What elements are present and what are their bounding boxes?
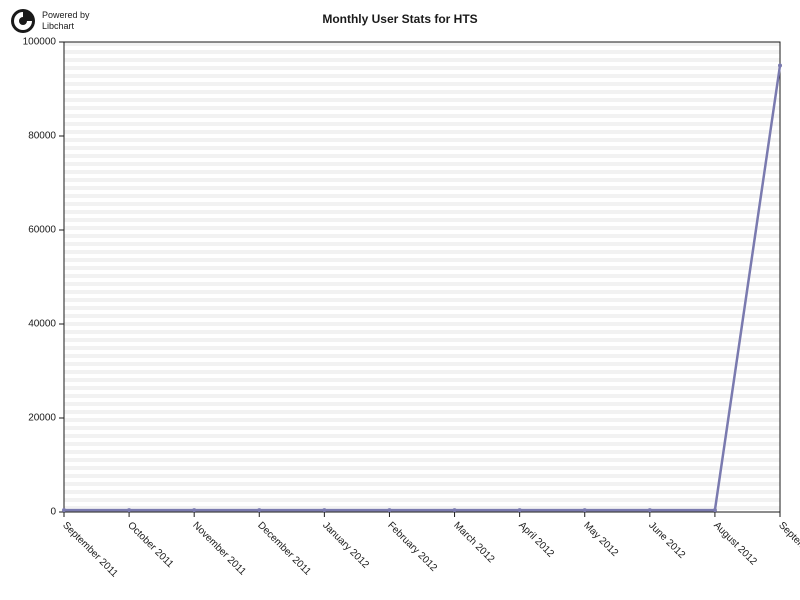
y-tick-label: 100000	[23, 37, 56, 48]
y-tick-label: 60000	[28, 225, 56, 236]
y-tick-label: 80000	[28, 131, 56, 142]
chart-svg	[0, 0, 800, 600]
y-tick-label: 20000	[28, 413, 56, 424]
y-tick-label: 40000	[28, 319, 56, 330]
y-tick-label: 0	[50, 507, 56, 518]
